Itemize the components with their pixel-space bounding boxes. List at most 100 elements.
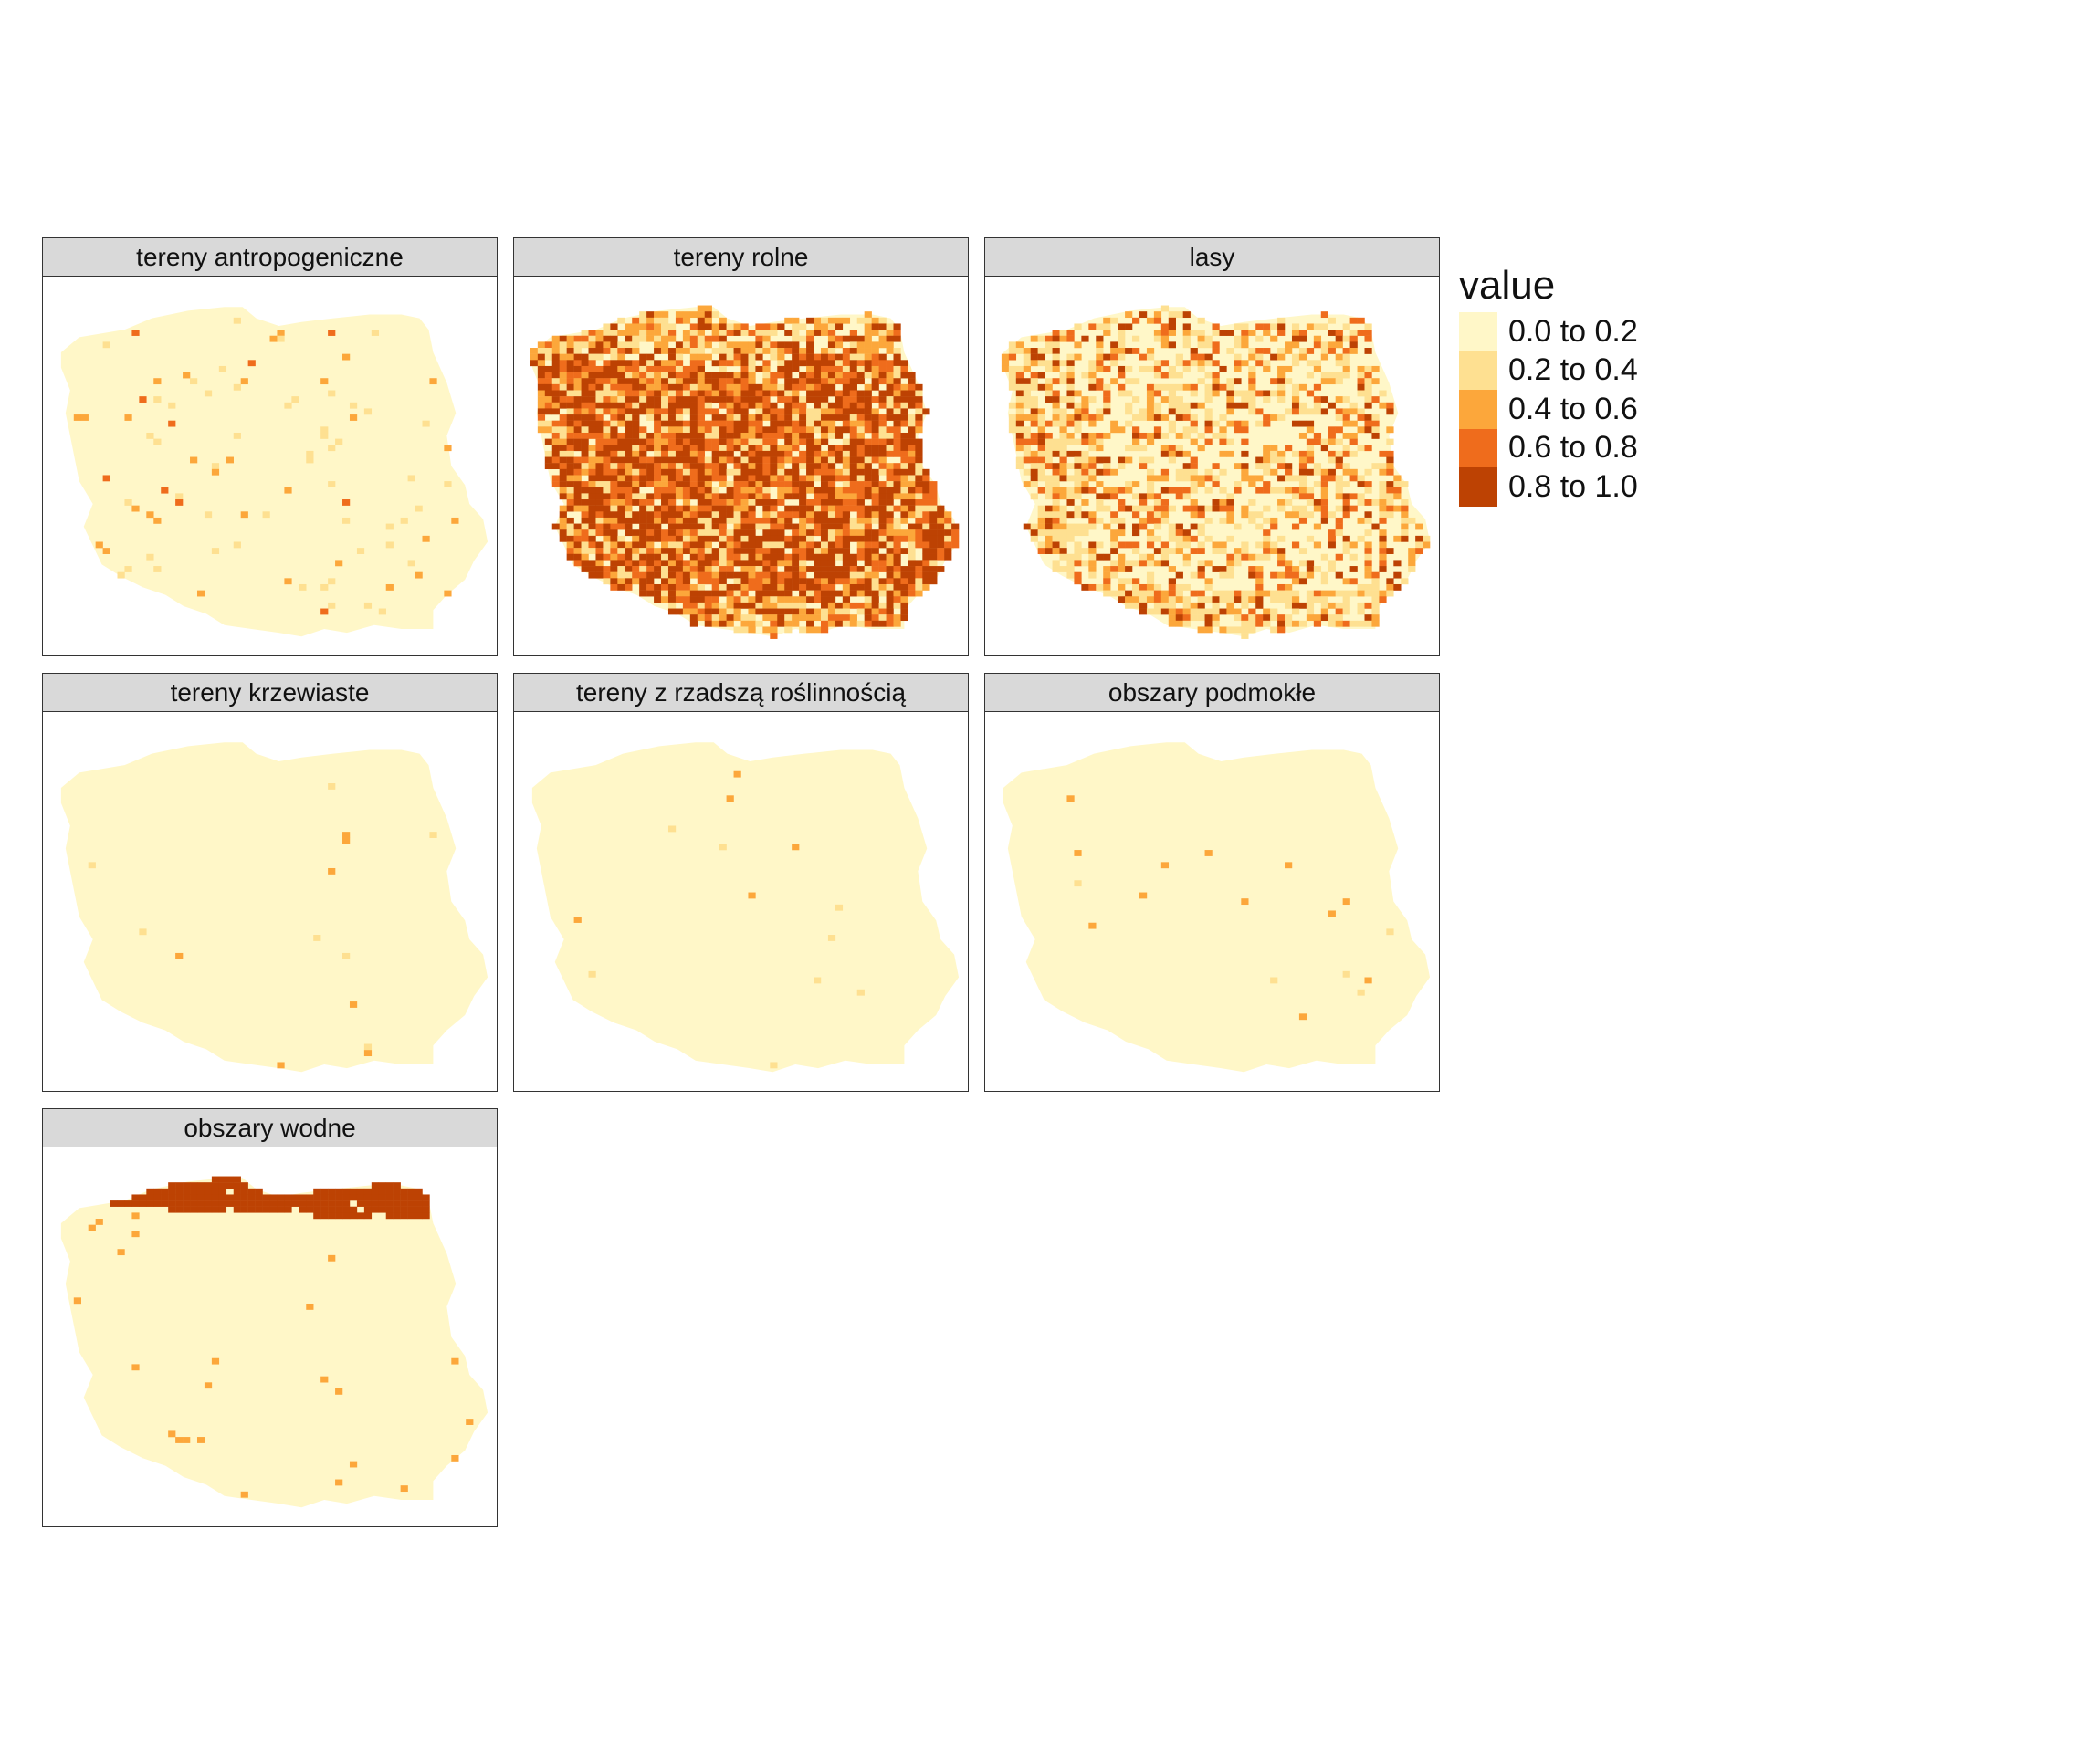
- raster-cell: [226, 456, 234, 464]
- raster-cell: [1335, 553, 1343, 561]
- raster-cell: [233, 1206, 241, 1213]
- raster-cell: [1234, 420, 1242, 427]
- raster-cell: [1074, 438, 1082, 445]
- raster-cell: [1298, 620, 1307, 627]
- raster-cell: [784, 560, 793, 567]
- raster-cell: [1234, 360, 1242, 367]
- raster-cell: [792, 578, 800, 585]
- raster-cell: [849, 426, 857, 434]
- raster-cell: [603, 468, 611, 476]
- raster-cell: [762, 450, 771, 457]
- raster-cell: [1059, 553, 1067, 561]
- raster-cell: [675, 493, 684, 500]
- raster-cell: [1045, 487, 1053, 494]
- raster-cell: [1320, 487, 1328, 494]
- raster-cell: [799, 523, 807, 530]
- raster-cell: [689, 529, 698, 537]
- country-outline: [1003, 742, 1431, 1073]
- raster-cell: [689, 620, 698, 627]
- raster-cell: [1342, 535, 1350, 542]
- raster-cell: [1088, 396, 1097, 403]
- raster-cell: [900, 396, 908, 403]
- raster-cell: [551, 365, 560, 372]
- raster-cell: [719, 535, 727, 542]
- raster-cell: [654, 505, 662, 512]
- raster-cell: [814, 511, 822, 519]
- raster-cell: [617, 493, 625, 500]
- raster-cell: [1306, 602, 1315, 609]
- raster-cell: [110, 1200, 118, 1207]
- raster-cell: [1241, 541, 1249, 549]
- raster-cell: [740, 341, 749, 349]
- raster-cell: [1153, 311, 1162, 319]
- raster-cell: [675, 523, 684, 530]
- raster-cell: [573, 548, 582, 554]
- raster-cell: [153, 517, 162, 524]
- raster-cell: [799, 511, 807, 519]
- raster-cell: [1212, 541, 1220, 549]
- raster-cell: [1298, 481, 1307, 487]
- raster-cell: [878, 438, 887, 445]
- raster-cell: [886, 365, 894, 372]
- raster-cell: [1088, 487, 1097, 494]
- raster-cell: [856, 372, 865, 379]
- raster-cell: [1066, 360, 1075, 367]
- raster-cell: [661, 330, 669, 336]
- raster-cell: [240, 1200, 248, 1207]
- raster-cell: [1125, 596, 1133, 603]
- raster-cell: [770, 505, 778, 512]
- raster-cell: [146, 553, 154, 561]
- raster-cell: [551, 445, 560, 452]
- raster-cell: [878, 583, 887, 591]
- raster-cell: [1291, 523, 1300, 530]
- raster-cell: [131, 505, 140, 512]
- raster-cell: [559, 335, 567, 342]
- raster-cell: [73, 1297, 81, 1305]
- raster-cell: [639, 450, 647, 457]
- legend-label: 0.8 to 1.0: [1508, 468, 1638, 504]
- raster-cell: [849, 475, 857, 482]
- raster-cell: [792, 511, 800, 519]
- raster-cell: [588, 445, 596, 452]
- raster-cell: [820, 432, 829, 439]
- raster-cell: [842, 408, 851, 415]
- raster-cell: [689, 426, 698, 434]
- raster-cell: [922, 481, 930, 487]
- raster-cell: [1190, 535, 1198, 542]
- raster-cell: [551, 383, 560, 391]
- raster-cell: [1125, 602, 1133, 609]
- raster-cell: [1401, 481, 1409, 487]
- raster-cell: [806, 583, 814, 591]
- raster-cell: [1226, 493, 1234, 500]
- raster-cell: [835, 553, 844, 561]
- raster-cell: [1190, 590, 1198, 597]
- raster-cell: [864, 414, 872, 421]
- raster-cell: [661, 578, 669, 585]
- raster-cell: [835, 487, 844, 494]
- raster-cell: [1197, 402, 1205, 409]
- raster-cell: [588, 475, 596, 482]
- raster-cell: [378, 1200, 386, 1207]
- raster-cell: [1212, 620, 1220, 627]
- raster-cell: [835, 608, 844, 615]
- raster-cell: [827, 317, 836, 324]
- raster-cell: [654, 463, 662, 470]
- legend-item: 0.0 to 0.2: [1459, 312, 1788, 351]
- raster-cell: [675, 487, 684, 494]
- raster-cell: [893, 529, 901, 537]
- raster-cell: [777, 583, 785, 591]
- raster-cell: [1241, 420, 1249, 427]
- raster-cell: [1052, 438, 1060, 445]
- raster-cell: [792, 487, 800, 494]
- raster-cell: [871, 445, 879, 452]
- raster-cell: [1125, 365, 1133, 372]
- raster-cell: [632, 578, 640, 585]
- raster-cell: [835, 408, 844, 415]
- raster-cell: [1298, 402, 1307, 409]
- raster-cell: [1103, 323, 1111, 330]
- raster-cell: [1081, 396, 1089, 403]
- raster-cell: [1248, 571, 1256, 579]
- raster-cell: [661, 553, 669, 561]
- raster-cell: [211, 1200, 220, 1207]
- raster-cell: [1153, 493, 1162, 500]
